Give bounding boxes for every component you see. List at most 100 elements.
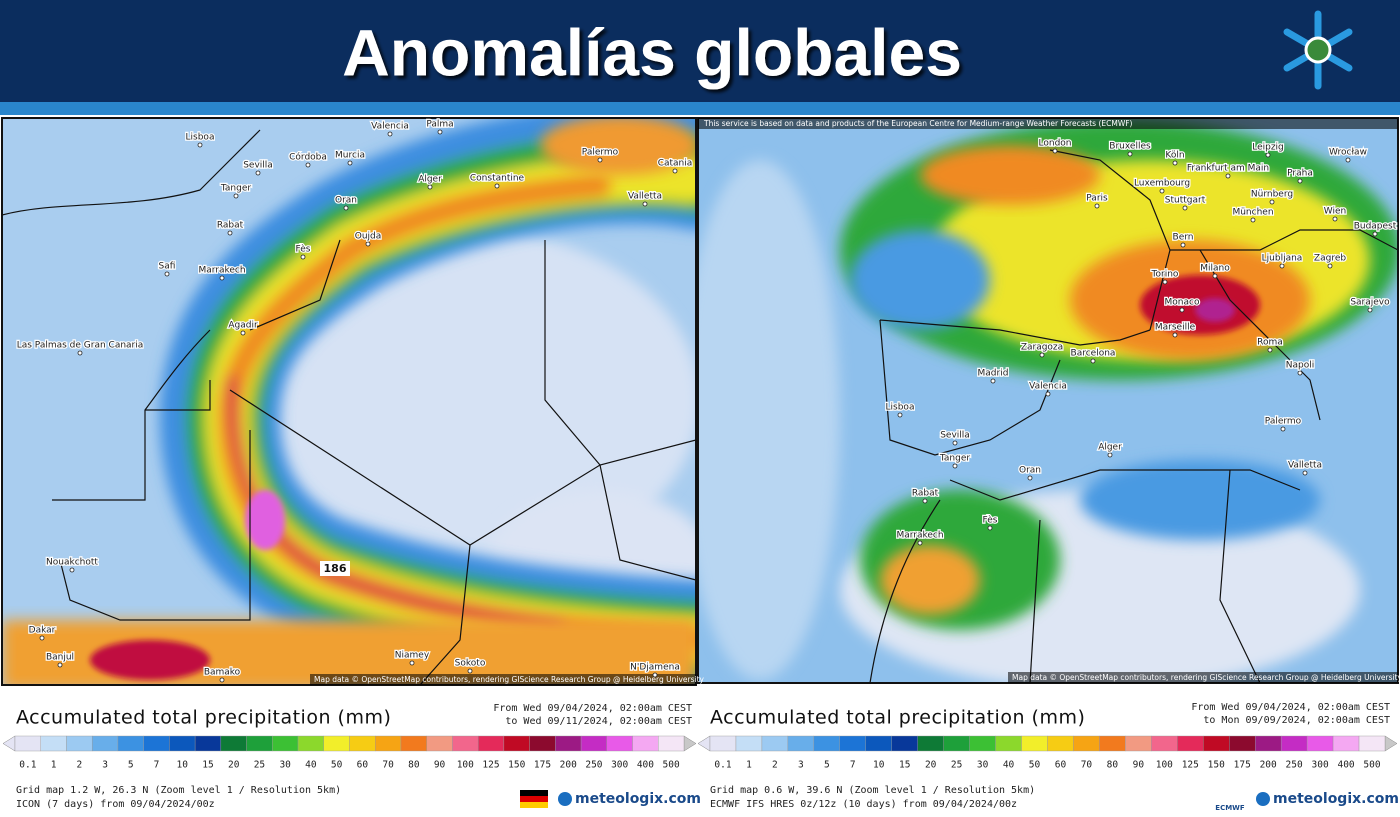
scale-box xyxy=(1358,735,1386,752)
rain-area xyxy=(880,545,980,615)
scale-label: 200 xyxy=(1260,760,1277,771)
borders xyxy=(2,129,696,685)
city-dot xyxy=(437,129,443,135)
scale-box xyxy=(246,735,273,752)
city-dot xyxy=(300,254,306,260)
city-dot xyxy=(1182,205,1188,211)
scale-box xyxy=(323,735,350,752)
scale-label: 400 xyxy=(1337,760,1354,771)
legend-title: Accumulated total precipitation (mm) xyxy=(16,707,391,729)
city-label: Valencia xyxy=(1029,382,1067,392)
scale-label: 7 xyxy=(850,760,856,771)
model-info: ICON (7 days) from 09/04/2024/00z xyxy=(16,799,215,810)
scale-label: 15 xyxy=(899,760,910,771)
dry-area xyxy=(698,160,840,680)
city-dot xyxy=(219,275,225,281)
scale-label: 150 xyxy=(508,760,525,771)
city-dot xyxy=(255,170,261,176)
scale-arrow xyxy=(683,735,697,752)
city-label: Marseille xyxy=(1155,323,1196,333)
city-label: Valencia xyxy=(371,122,409,132)
logo-icon xyxy=(1283,10,1353,90)
city-dot xyxy=(922,498,928,504)
rain-core xyxy=(245,490,285,550)
city-label: Ljubljana xyxy=(1262,254,1303,264)
city-dot xyxy=(39,635,45,641)
city-label: Monaco xyxy=(1165,298,1200,308)
grid-info: Grid map 1.2 W, 26.3 N (Zoom level 1 / R… xyxy=(16,785,341,796)
scale-label: 5 xyxy=(824,760,830,771)
city-label: Milano xyxy=(1200,264,1230,274)
city-label: Köln xyxy=(1165,151,1184,161)
scale-arrow xyxy=(1384,735,1398,752)
city-label: Sokoto xyxy=(455,659,486,669)
city-label: Alger xyxy=(1098,443,1122,453)
city-label: Córdoba xyxy=(289,152,327,163)
rain-area xyxy=(1080,460,1320,540)
city-dot xyxy=(227,230,233,236)
city-label: Constantine xyxy=(470,174,525,184)
scale-box xyxy=(1280,735,1308,752)
scale-box xyxy=(632,735,659,752)
scale-box xyxy=(220,735,247,752)
scale-label: 90 xyxy=(1133,760,1145,771)
scale-label: 400 xyxy=(637,760,654,771)
city-dot xyxy=(990,378,996,384)
city-dot xyxy=(427,184,433,190)
scale-box xyxy=(969,735,996,752)
scale-label: 1 xyxy=(51,760,57,771)
scale-box xyxy=(272,735,299,752)
city-dot xyxy=(240,330,246,336)
attribution-bar xyxy=(1008,672,1398,683)
city-label: Napoli xyxy=(1286,361,1314,371)
scale-label: 100 xyxy=(457,760,474,771)
scale-label: 20 xyxy=(925,760,937,771)
scale-box xyxy=(1332,735,1360,752)
scale-label: 15 xyxy=(202,760,213,771)
city-dot xyxy=(347,160,353,166)
city-dot xyxy=(1265,152,1271,158)
city-label: London xyxy=(1039,139,1072,149)
city-label: Oran xyxy=(335,196,357,206)
scale-box xyxy=(1021,735,1048,752)
city-dot xyxy=(952,440,958,446)
city-dot xyxy=(1280,426,1286,432)
dry-area xyxy=(240,230,696,570)
city-dot xyxy=(1090,358,1096,364)
scale-box xyxy=(477,735,505,752)
city-dot xyxy=(952,463,958,469)
scale-box xyxy=(297,735,324,752)
scale-label: 2 xyxy=(76,760,82,771)
scale-label: 5 xyxy=(128,760,134,771)
rain-gap xyxy=(850,230,990,330)
scale-label: 30 xyxy=(279,760,291,771)
city-label: Sevilla xyxy=(243,161,273,171)
scale-arrow xyxy=(2,735,16,752)
city-dot xyxy=(69,567,75,573)
city-dot xyxy=(1027,475,1033,481)
city-dot xyxy=(672,168,678,174)
scale-box xyxy=(143,735,170,752)
scale-label: 300 xyxy=(611,760,628,771)
scale-label: 90 xyxy=(434,760,446,771)
scale-box xyxy=(555,735,582,752)
city-dot xyxy=(1172,332,1178,338)
data-source-note: This service is based on data and produc… xyxy=(703,119,1133,128)
city-label: Zagreb xyxy=(1314,254,1346,264)
city-dot xyxy=(1327,263,1333,269)
city-dot xyxy=(1279,263,1285,269)
city-dot xyxy=(1225,173,1231,179)
city-dot xyxy=(1267,347,1273,353)
scale-label: 70 xyxy=(382,760,394,771)
city-label: Torino xyxy=(1151,270,1179,280)
scale-label: 25 xyxy=(254,760,265,771)
scale-label: 200 xyxy=(560,760,577,771)
rain-band xyxy=(159,118,696,685)
scale-box xyxy=(943,735,970,752)
city-dot xyxy=(1162,279,1168,285)
city-label: N'Djamena xyxy=(630,663,680,673)
scale-box xyxy=(349,735,376,752)
city-label: Barcelona xyxy=(1071,349,1116,359)
